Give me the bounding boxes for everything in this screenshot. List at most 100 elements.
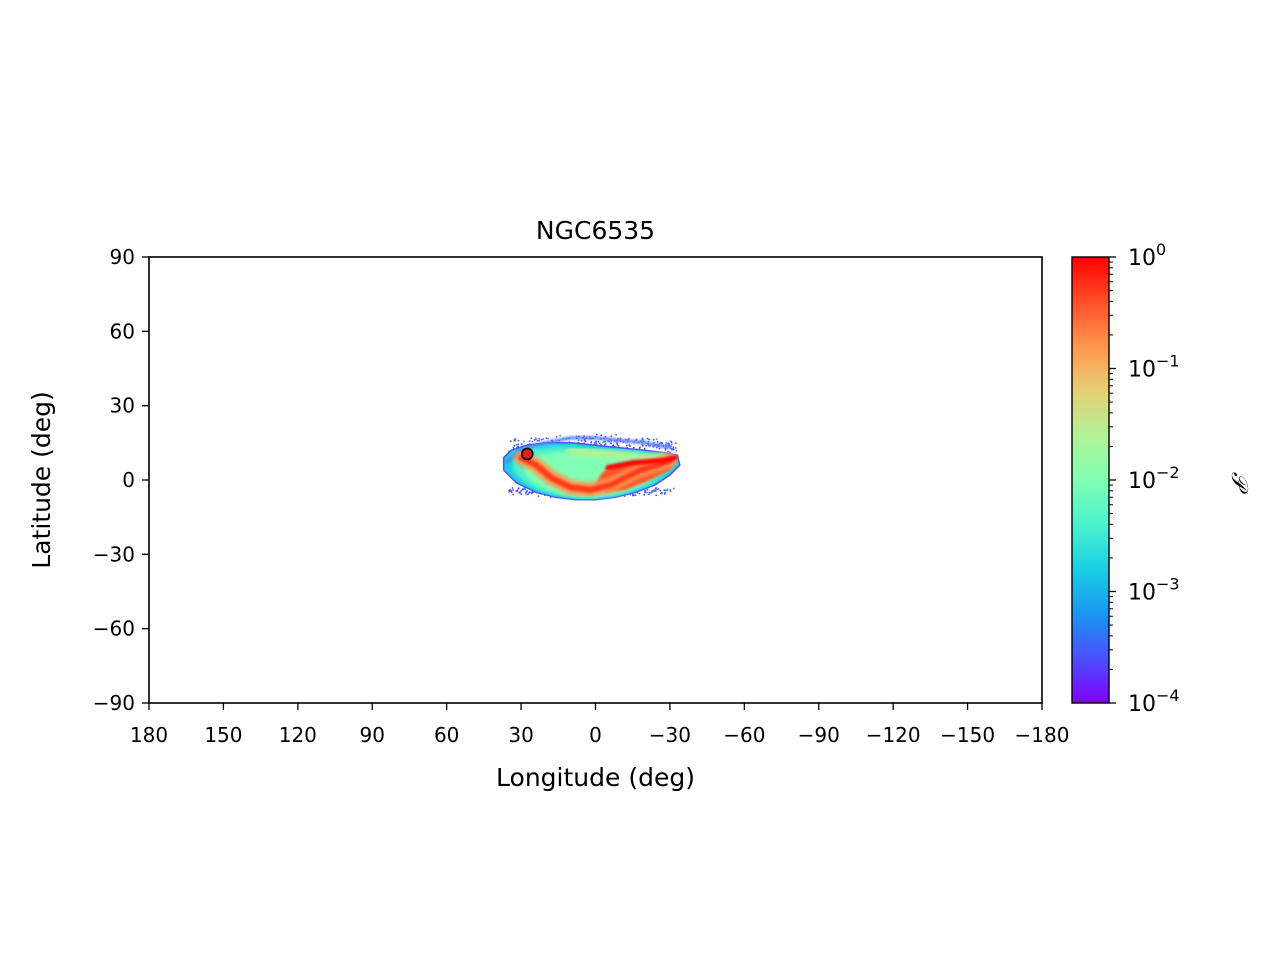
- halo-point: [648, 491, 651, 494]
- halo-point: [609, 442, 612, 444]
- halo-point: [520, 493, 523, 495]
- halo-point: [577, 439, 580, 442]
- halo-point: [510, 491, 513, 494]
- halo-point: [580, 439, 583, 442]
- halo-point: [529, 491, 531, 494]
- halo-point: [646, 437, 649, 440]
- halo-point: [520, 443, 523, 445]
- halo-point: [628, 437, 630, 440]
- halo-point: [619, 437, 622, 440]
- colorbar-tick-label: 10−4: [1128, 686, 1180, 717]
- density-map: [502, 433, 681, 501]
- x-tick-label: 120: [279, 723, 317, 747]
- x-tick-label: −180: [1015, 723, 1070, 747]
- halo-point: [675, 450, 678, 452]
- halo-point: [520, 490, 523, 492]
- chart-title: NGC6535: [536, 216, 655, 245]
- halo-point: [538, 438, 541, 440]
- halo-point: [600, 434, 603, 437]
- halo-point: [536, 439, 539, 442]
- halo-point: [602, 441, 604, 444]
- halo-point: [540, 438, 543, 441]
- halo-point: [664, 491, 667, 494]
- halo-point: [603, 443, 606, 446]
- y-axis-label: Latitude (deg): [27, 391, 56, 568]
- halo-point: [513, 444, 516, 447]
- halo-point: [559, 434, 561, 437]
- halo-point: [528, 440, 531, 443]
- halo-point: [651, 491, 654, 493]
- halo-point: [617, 445, 620, 447]
- halo-point: [656, 488, 659, 491]
- y-tick-label: −90: [93, 691, 135, 715]
- halo-point: [610, 435, 613, 438]
- x-axis: 180 150 120 90 60 30 0 −30 −60 −90 −120 −150 −180: [130, 703, 1070, 747]
- halo-point: [634, 494, 637, 497]
- halo-point: [672, 446, 675, 449]
- y-tick-label: 60: [110, 319, 135, 343]
- halo-point: [604, 435, 607, 438]
- x-tick-label: 60: [434, 723, 459, 747]
- density-core-arc: [518, 454, 673, 493]
- halo-point: [535, 437, 537, 440]
- halo-point: [647, 438, 650, 440]
- x-tick-label: −120: [866, 723, 921, 747]
- halo-point: [509, 440, 512, 443]
- colorbar-tick-label: 10−3: [1128, 575, 1180, 606]
- halo-point: [599, 442, 601, 445]
- halo-point: [597, 440, 600, 443]
- y-axis: 90 60 30 0 −30 −60 −90: [93, 245, 149, 715]
- x-axis-label: Longitude (deg): [496, 763, 695, 792]
- density-core-peak: [605, 455, 678, 471]
- colorbar-tick-label: 100: [1128, 240, 1166, 271]
- halo-point: [643, 447, 646, 450]
- halo-point: [616, 442, 618, 445]
- halo-point: [555, 436, 558, 438]
- halo-point: [665, 443, 667, 446]
- halo-point: [526, 493, 529, 496]
- halo-point: [628, 444, 631, 447]
- halo-point: [595, 442, 598, 445]
- halo-point: [641, 437, 644, 440]
- halo-point: [655, 489, 657, 492]
- halo-point: [524, 488, 527, 491]
- halo-point: [669, 490, 672, 493]
- halo-point: [658, 447, 661, 450]
- halo-point: [666, 488, 669, 491]
- colorbar-gradient: [1071, 256, 1110, 704]
- halo-point: [650, 492, 652, 494]
- x-tick-label: 180: [130, 723, 168, 747]
- halo-point: [625, 444, 628, 447]
- halo-point: [657, 488, 660, 490]
- halo-point: [671, 448, 673, 451]
- halo-point: [672, 448, 675, 451]
- y-tick-label: 30: [110, 394, 135, 418]
- halo-point: [531, 491, 534, 493]
- halo-point: [542, 438, 544, 440]
- colorbar-label: 𝒫: [1226, 472, 1252, 495]
- halo-point: [531, 440, 534, 443]
- x-tick-label: 150: [204, 723, 242, 747]
- halo-point: [519, 491, 521, 493]
- y-tick-label: 0: [122, 468, 135, 492]
- halo-point: [595, 440, 598, 443]
- colorbar-tick-label: 10−2: [1128, 463, 1180, 494]
- halo-point: [644, 491, 646, 494]
- halo-point: [674, 442, 677, 445]
- halo-point: [515, 443, 518, 446]
- y-tick-label: −30: [93, 542, 135, 566]
- halo-point: [632, 493, 634, 496]
- halo-point: [604, 440, 607, 443]
- halo-point: [660, 442, 663, 444]
- x-tick-label: −150: [940, 723, 995, 747]
- halo-point: [652, 438, 655, 441]
- y-tick-label: −60: [93, 617, 135, 641]
- halo-point: [517, 443, 520, 446]
- halo-point: [646, 488, 649, 491]
- halo-point: [655, 494, 658, 497]
- halo-point: [670, 440, 672, 443]
- halo-point: [590, 441, 592, 444]
- x-tick-label: 30: [508, 723, 533, 747]
- halo-point: [659, 489, 662, 492]
